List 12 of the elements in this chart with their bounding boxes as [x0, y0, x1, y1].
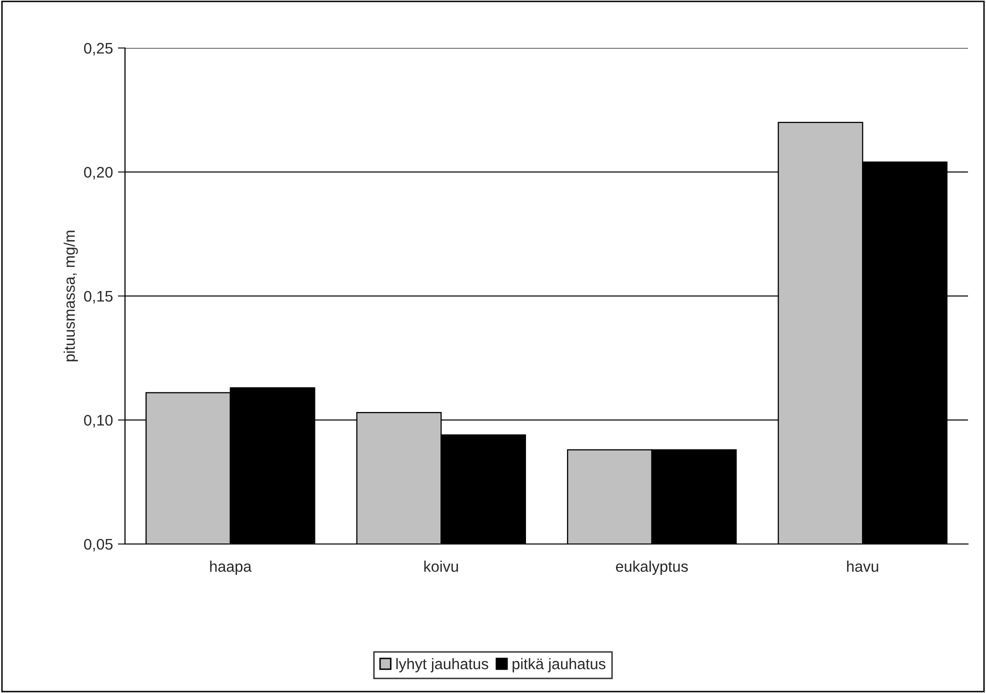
- x-tick-label: haapa: [210, 560, 252, 575]
- y-tick-label: 0,15: [84, 290, 113, 304]
- y-tick-label: 0,25: [84, 42, 113, 56]
- legend-label: pitkä jauhatus: [512, 658, 606, 672]
- x-tick-label: havu: [847, 560, 878, 572]
- x-tick-label: koivu: [424, 560, 458, 572]
- y-tick-label: 0,10: [84, 414, 113, 428]
- y-axis-title: pituusmassa, mg/m: [64, 230, 78, 362]
- legend-label: lyhyt jauhatus: [396, 658, 488, 672]
- y-tick-label: 0,05: [84, 538, 113, 552]
- x-tick-label: eukalyptus: [616, 560, 688, 575]
- y-tick-label: 0,20: [84, 166, 113, 180]
